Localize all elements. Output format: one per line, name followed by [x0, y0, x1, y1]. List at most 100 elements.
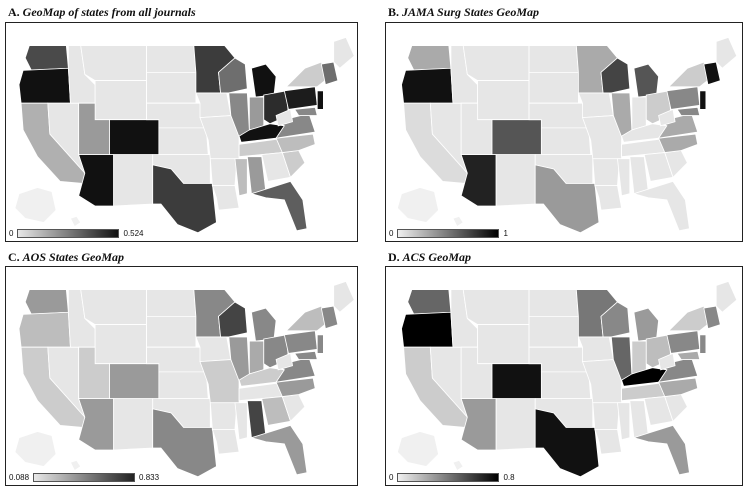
panel-a-map [5, 22, 358, 242]
state-az [460, 154, 497, 207]
panel-a-scale-min: 0 [9, 229, 14, 238]
panel-c-title-text: AOS States GeoMap [22, 250, 125, 264]
panel-d-color-ramp [397, 473, 500, 482]
state-ms [617, 402, 631, 441]
state-ms [234, 402, 248, 441]
panel-c-scale-max: 0.833 [139, 473, 160, 482]
state-pa [283, 330, 318, 354]
panel-d-scale-max: 0.8 [503, 473, 515, 482]
state-in [248, 340, 265, 375]
state-wi [218, 57, 248, 94]
state-la [594, 185, 623, 211]
state-fl [249, 180, 308, 232]
state-co [109, 119, 160, 156]
state-nm [495, 154, 536, 207]
state-ks [158, 371, 209, 400]
state-wi [600, 301, 631, 338]
panel-b-title: B. JAMA Surg States GeoMap [388, 5, 539, 20]
state-pa [666, 86, 701, 110]
state-or [401, 311, 454, 348]
us-map-b [396, 36, 738, 234]
state-ar [592, 158, 620, 186]
state-sd [528, 315, 579, 348]
state-az [78, 154, 115, 207]
state-mi [633, 63, 660, 98]
state-nm [495, 398, 536, 451]
state-wv [275, 108, 294, 127]
state-fl [632, 180, 690, 232]
state-hi [69, 459, 82, 472]
state-in [631, 96, 647, 131]
state-nd [146, 289, 197, 317]
state-me [333, 36, 355, 69]
state-ar [209, 402, 238, 430]
panel-c-scale-min: 0.088 [9, 473, 30, 482]
state-sd [146, 315, 197, 348]
panel-b-letter: B. [388, 5, 400, 19]
state-az [460, 398, 497, 451]
panel-b-scale-min: 0 [389, 229, 394, 238]
state-nd [528, 45, 579, 73]
state-ia [577, 336, 614, 363]
panel-c-letter: C. [8, 250, 20, 264]
state-fl [249, 424, 308, 476]
state-la [211, 185, 240, 211]
state-mt [462, 289, 530, 325]
panel-d-title: D. ACS GeoMap [388, 250, 471, 265]
state-wi [218, 301, 248, 338]
panel-b-color-ramp [397, 229, 500, 238]
state-ne_new [320, 305, 339, 330]
state-nm [113, 154, 154, 207]
panel-d-title-text: ACS GeoMap [402, 250, 472, 264]
state-nc [658, 377, 699, 398]
state-ks [540, 371, 592, 400]
state-me [715, 280, 738, 313]
state-sd [528, 71, 579, 104]
state-hi [452, 459, 464, 472]
state-tx [534, 408, 600, 478]
state-me [333, 280, 355, 313]
panel-a-title-text: GeoMap of states from all journals [22, 5, 196, 19]
state-ia [195, 336, 232, 363]
state-nc [275, 377, 316, 398]
state-mt [80, 289, 147, 325]
state-me [715, 36, 738, 69]
state-wa [24, 45, 69, 71]
state-md [293, 106, 318, 116]
state-ak [396, 187, 439, 223]
state-nc [275, 133, 316, 154]
state-in [248, 96, 265, 131]
state-md [676, 106, 701, 116]
state-nj [316, 90, 324, 110]
state-wy [94, 80, 147, 121]
state-nd [528, 289, 579, 317]
state-pa [666, 330, 701, 354]
state-mi [633, 307, 660, 342]
panel-d-letter: D. [388, 250, 400, 264]
state-wy [94, 324, 147, 365]
state-co [491, 363, 542, 400]
state-hi [69, 215, 82, 228]
state-tx [152, 408, 217, 478]
state-nj [699, 90, 707, 110]
state-mi [250, 307, 277, 342]
state-md [293, 350, 318, 360]
panel-b-scale-max: 1 [503, 229, 508, 238]
panel-a-title: A. GeoMap of states from all journals [8, 5, 196, 20]
panel-b-title-text: JAMA Surg States GeoMap [402, 5, 540, 19]
state-ak [14, 187, 57, 223]
state-or [401, 67, 454, 104]
state-mt [462, 45, 530, 81]
state-in [631, 340, 647, 375]
state-ak [14, 431, 57, 467]
panel-c-title: C. AOS States GeoMap [8, 250, 124, 265]
state-or [18, 67, 71, 104]
state-ak [396, 431, 439, 467]
state-co [491, 119, 542, 156]
state-wa [407, 45, 452, 71]
state-ms [617, 158, 631, 197]
state-nj [699, 334, 707, 354]
state-wy [477, 324, 530, 365]
panel-b-map [385, 22, 743, 242]
